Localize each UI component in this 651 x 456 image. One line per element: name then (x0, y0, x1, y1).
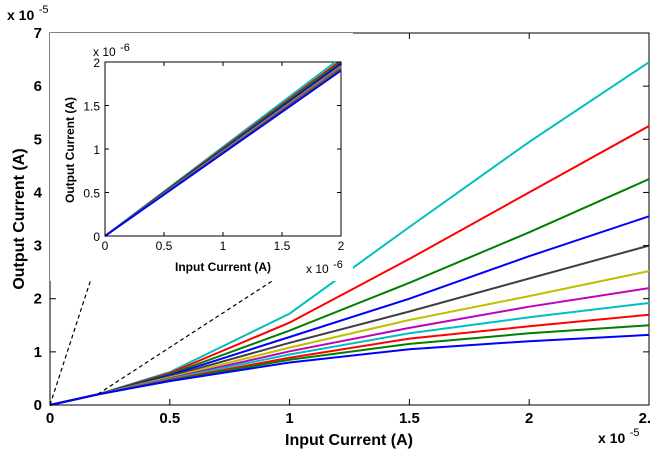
main-y-tick-label: 4 (34, 184, 43, 201)
inset-x-tick-label: 2 (338, 239, 345, 253)
inset-y-multiplier-exponent: -6 (120, 42, 130, 54)
inset-y-tick-label: 1 (93, 143, 100, 157)
inset-x-multiplier: x 10 -6 (306, 259, 343, 277)
main-x-tick-label: 0 (46, 410, 54, 427)
inset-chart: 0 0.5 1 1.5 2 0 0.5 1 1.5 2 Input Current (A) Out… (50, 33, 353, 281)
main-y-tick-label: 6 (34, 78, 42, 95)
main-series-group (49, 61, 650, 406)
main-y-tick-label: 3 (34, 238, 42, 255)
main-x-multiplier-exponent: -5 (630, 427, 640, 439)
main-y-multiplier-base: x 10 (7, 7, 34, 23)
inset-y-multiplier-base: x 10 (93, 45, 116, 59)
main-y-tick-label: 7 (34, 25, 42, 42)
main-y-axis-label: Output Current (A) (11, 148, 28, 289)
main-x-axis-label: Input Current (A) (285, 432, 413, 449)
inset-x-multiplier-base: x 10 (306, 262, 329, 276)
inset-y-tick-label: 0.5 (83, 187, 100, 201)
main-x-tick-label: 2 (525, 410, 533, 427)
inset-y-axis-label: Output Current (A) (63, 97, 77, 203)
inset-ticks-group: 0 0.5 1 1.5 2 0 0.5 1 1.5 2 (83, 56, 344, 253)
main-x-tick-label: 1.5 (399, 410, 420, 427)
main-y-multiplier: x 10 -5 (7, 4, 48, 24)
main-series-line-11 (49, 333, 650, 406)
main-y-tick-label: 5 (34, 131, 42, 148)
main-y-tick-label: 0 (34, 397, 42, 414)
inset-y-tick-label: 0 (93, 230, 100, 244)
inset-x-multiplier-exponent: -6 (333, 259, 343, 271)
inset-y-multiplier: x 10 -6 (93, 42, 130, 60)
inset-series-group (104, 61, 342, 237)
inset-x-axis-label: Input Current (A) (175, 260, 271, 274)
main-x-tick-label: 1 (285, 410, 293, 427)
inset-y-tick-label: 2 (93, 56, 100, 70)
inset-series-line-11 (104, 69, 342, 237)
inset-y-tick-label: 1.5 (83, 100, 100, 114)
inset-x-tick-label: 1.5 (274, 239, 291, 253)
main-y-tick-label: 1 (34, 344, 42, 361)
inset-x-tick-label: 0.5 (156, 239, 173, 253)
main-x-multiplier-base: x 10 (598, 430, 625, 446)
inset-x-tick-label: 1 (220, 239, 227, 253)
main-x-tick-label: 2.5 (639, 410, 651, 427)
main-x-multiplier: x 10 -5 (598, 427, 639, 447)
main-y-multiplier-exponent: -5 (39, 4, 49, 16)
main-y-tick-label: 2 (34, 291, 42, 308)
inset-x-tick-label: 0 (102, 239, 109, 253)
main-x-tick-label: 0.5 (159, 410, 180, 427)
